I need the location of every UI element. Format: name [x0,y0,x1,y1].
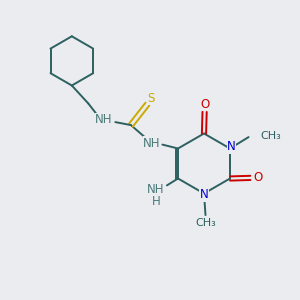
Text: S: S [147,92,155,105]
Text: N: N [200,188,208,202]
Text: CH₃: CH₃ [260,130,281,141]
Text: O: O [201,98,210,111]
Text: O: O [253,171,262,184]
Text: N: N [227,140,236,154]
Text: NH: NH [147,183,165,196]
Text: NH: NH [95,113,113,126]
Text: CH₃: CH₃ [196,218,217,229]
Text: H: H [152,195,160,208]
Text: NH: NH [143,136,161,150]
